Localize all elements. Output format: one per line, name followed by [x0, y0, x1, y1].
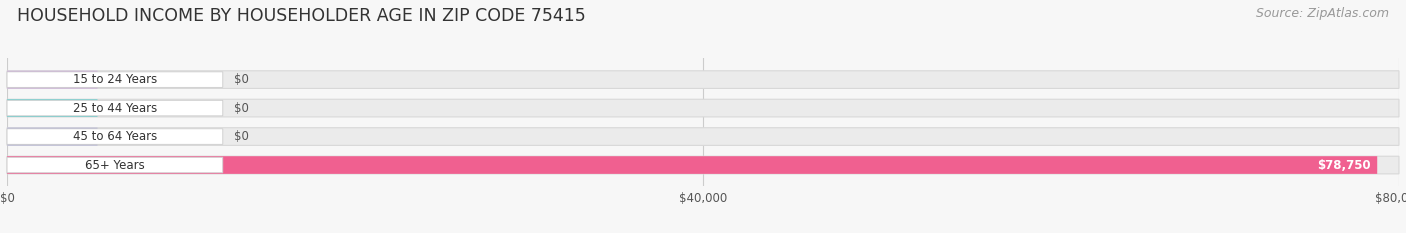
FancyBboxPatch shape [7, 100, 222, 116]
FancyBboxPatch shape [7, 72, 222, 87]
Text: $0: $0 [233, 102, 249, 115]
FancyBboxPatch shape [7, 128, 97, 145]
Text: 65+ Years: 65+ Years [84, 158, 145, 171]
Text: $0: $0 [233, 73, 249, 86]
FancyBboxPatch shape [7, 99, 1399, 117]
Text: HOUSEHOLD INCOME BY HOUSEHOLDER AGE IN ZIP CODE 75415: HOUSEHOLD INCOME BY HOUSEHOLDER AGE IN Z… [17, 7, 586, 25]
FancyBboxPatch shape [7, 156, 1378, 174]
Text: Source: ZipAtlas.com: Source: ZipAtlas.com [1256, 7, 1389, 20]
Text: 15 to 24 Years: 15 to 24 Years [73, 73, 157, 86]
FancyBboxPatch shape [7, 157, 222, 173]
FancyBboxPatch shape [7, 128, 1399, 145]
FancyBboxPatch shape [7, 129, 222, 144]
FancyBboxPatch shape [7, 71, 1399, 89]
FancyBboxPatch shape [7, 156, 1399, 174]
FancyBboxPatch shape [7, 71, 97, 89]
Text: 25 to 44 Years: 25 to 44 Years [73, 102, 157, 115]
Text: $78,750: $78,750 [1316, 158, 1371, 171]
Text: $0: $0 [233, 130, 249, 143]
Text: 45 to 64 Years: 45 to 64 Years [73, 130, 157, 143]
FancyBboxPatch shape [7, 99, 97, 117]
